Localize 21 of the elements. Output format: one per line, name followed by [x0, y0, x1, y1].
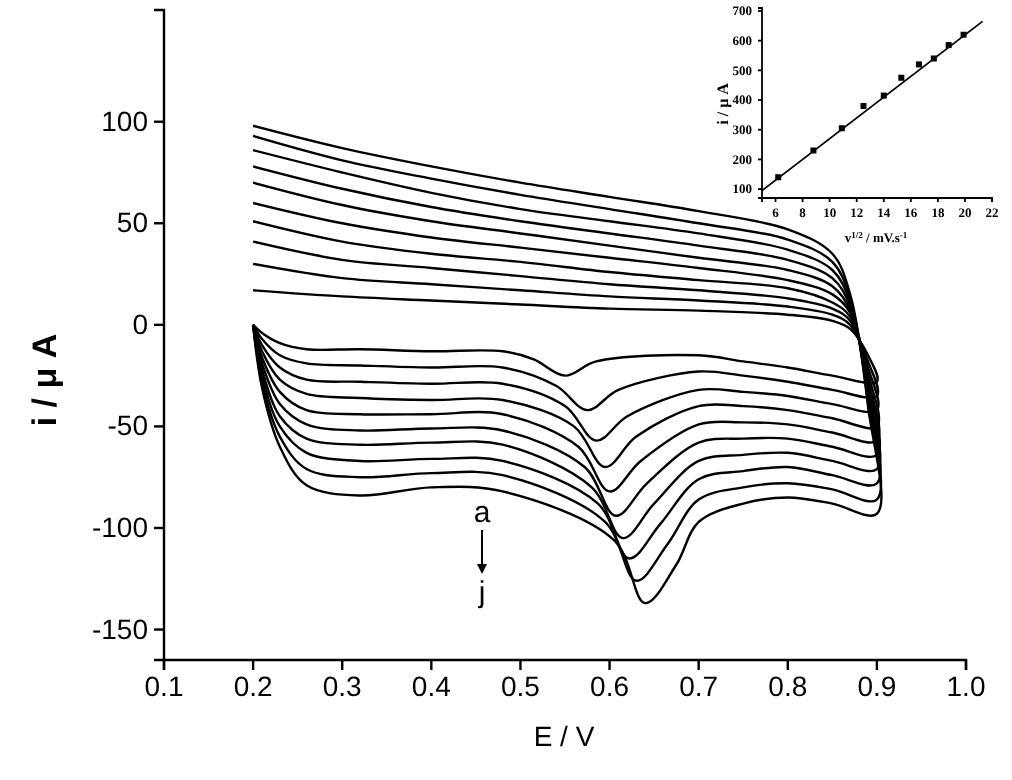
y-tick-label: 100	[101, 104, 149, 137]
x-tick-label: 0.1	[144, 669, 184, 702]
y-axis-title: i / μ A	[714, 82, 732, 125]
y-tick-label: -150	[91, 612, 149, 645]
x-tick-label: 0.8	[768, 669, 808, 702]
x-tick-label: 0.3	[322, 669, 363, 702]
x-tick-label: 0.9	[857, 669, 897, 702]
annotation: a	[473, 495, 492, 529]
y-tick-label: 0	[132, 307, 149, 340]
y-tick-label: -50	[107, 409, 149, 442]
x-tick-label: 0.7	[679, 669, 719, 702]
y-tick-label: 50	[116, 206, 149, 239]
y-axis-title: i / μ A	[26, 333, 64, 427]
x-tick-label: 0.5	[500, 669, 541, 702]
x-tick-label: 0.6	[590, 669, 630, 702]
x-tick-label: 0.2	[233, 669, 273, 702]
x-tick-label: 0.4	[411, 669, 452, 702]
x-tick-label: 1.0	[946, 669, 986, 702]
annotation: j	[476, 575, 486, 609]
x-axis-title: E / V	[533, 720, 596, 752]
y-tick-label: -100	[91, 510, 149, 543]
